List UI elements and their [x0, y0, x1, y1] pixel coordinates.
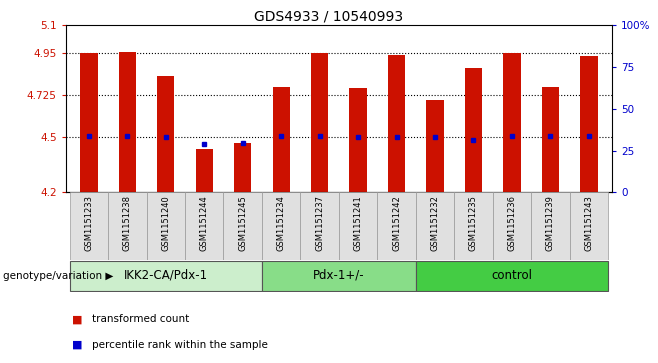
Text: genotype/variation ▶: genotype/variation ▶ [3, 271, 114, 281]
Bar [388, 55, 405, 192]
Bar [465, 68, 482, 192]
FancyBboxPatch shape [416, 261, 608, 290]
FancyBboxPatch shape [262, 192, 301, 260]
Text: GSM1151237: GSM1151237 [315, 195, 324, 251]
Text: GSM1151234: GSM1151234 [276, 195, 286, 251]
Text: GSM1151245: GSM1151245 [238, 195, 247, 251]
Text: GSM1151236: GSM1151236 [507, 195, 517, 251]
FancyBboxPatch shape [147, 192, 185, 260]
Text: GSM1151232: GSM1151232 [430, 195, 440, 251]
Bar [503, 53, 520, 192]
FancyBboxPatch shape [416, 192, 454, 260]
Bar [349, 89, 367, 192]
FancyBboxPatch shape [70, 261, 262, 290]
Text: GSM1151242: GSM1151242 [392, 195, 401, 251]
FancyBboxPatch shape [377, 192, 416, 260]
FancyBboxPatch shape [185, 192, 224, 260]
Text: control: control [492, 269, 532, 282]
FancyBboxPatch shape [339, 192, 377, 260]
Text: GSM1151240: GSM1151240 [161, 195, 170, 251]
Text: percentile rank within the sample: percentile rank within the sample [92, 340, 268, 350]
Text: GSM1151233: GSM1151233 [84, 195, 93, 251]
Bar [542, 87, 559, 192]
Text: Pdx-1+/-: Pdx-1+/- [313, 269, 365, 282]
Bar [234, 143, 251, 192]
Text: GSM1151243: GSM1151243 [584, 195, 594, 251]
Text: ■: ■ [72, 314, 83, 325]
Bar [118, 52, 136, 192]
Text: GSM1151235: GSM1151235 [469, 195, 478, 251]
FancyBboxPatch shape [108, 192, 147, 260]
Bar [311, 53, 328, 192]
FancyBboxPatch shape [570, 192, 608, 260]
Text: transformed count: transformed count [92, 314, 190, 325]
Text: IKK2-CA/Pdx-1: IKK2-CA/Pdx-1 [124, 269, 208, 282]
FancyBboxPatch shape [70, 192, 108, 260]
Bar [272, 87, 290, 192]
Bar [80, 53, 97, 192]
Text: GSM1151241: GSM1151241 [353, 195, 363, 251]
Bar [157, 76, 174, 192]
Bar [580, 56, 597, 192]
Text: GSM1151239: GSM1151239 [546, 195, 555, 251]
Text: GSM1151244: GSM1151244 [200, 195, 209, 251]
FancyBboxPatch shape [531, 192, 570, 260]
FancyBboxPatch shape [454, 192, 493, 260]
Bar [426, 99, 443, 192]
Text: GDS4933 / 10540993: GDS4933 / 10540993 [255, 9, 403, 23]
FancyBboxPatch shape [224, 192, 262, 260]
Bar [195, 149, 213, 192]
Text: GSM1151238: GSM1151238 [123, 195, 132, 251]
FancyBboxPatch shape [493, 192, 531, 260]
FancyBboxPatch shape [262, 261, 416, 290]
Text: ■: ■ [72, 340, 83, 350]
FancyBboxPatch shape [301, 192, 339, 260]
